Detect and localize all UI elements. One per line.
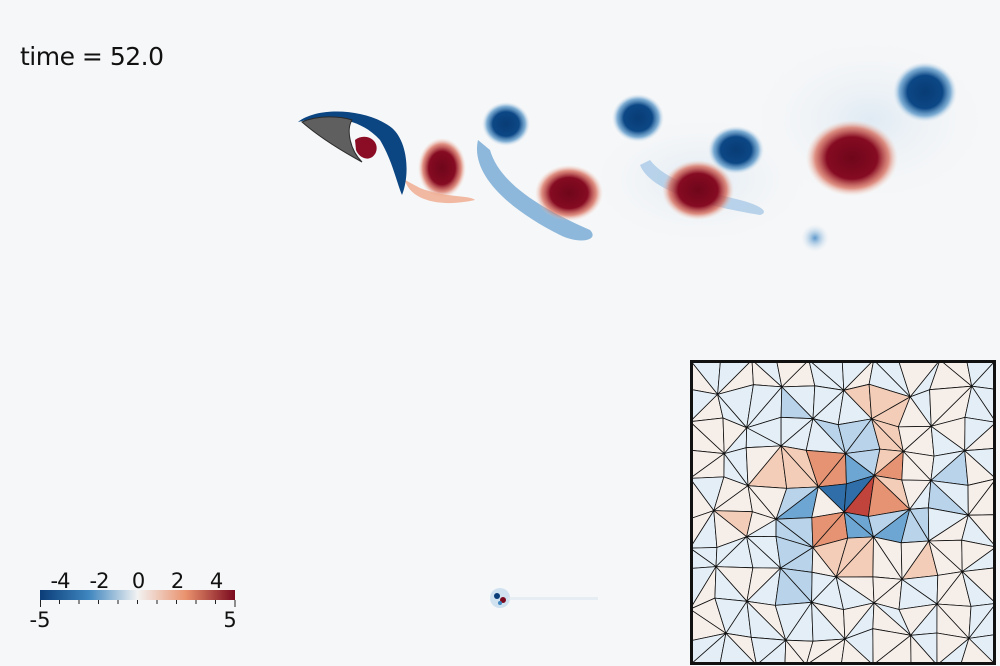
colorbar-min-label: -5 — [29, 608, 51, 632]
colorbar-strip — [40, 590, 235, 600]
colorbar-tick-label: 2 — [170, 569, 184, 593]
vortex-positive — [662, 160, 734, 220]
mesh-triangle — [840, 638, 874, 665]
colorbar-tick-label: 4 — [209, 569, 223, 593]
vortex-positive — [806, 120, 898, 196]
vortex-positive — [535, 165, 603, 221]
vortex-negative — [801, 224, 829, 252]
vortex-negative — [893, 62, 957, 122]
time-label: time = 52.0 — [20, 42, 164, 71]
mesh-triangle — [784, 639, 807, 665]
shear-layer-red — [405, 180, 475, 204]
vortex-negative — [482, 102, 530, 146]
colorbar-ticks — [40, 600, 236, 607]
shear-layer-blue — [476, 140, 593, 241]
mesh-triangle — [910, 634, 938, 665]
colorbar-tick-label: -2 — [89, 569, 110, 593]
mesh-triangle — [960, 637, 996, 665]
colorbar-tick-label: 0 — [131, 569, 145, 593]
mesh-inset — [690, 360, 996, 665]
shear-layer-blue — [640, 160, 764, 215]
airfoil-body — [301, 116, 363, 163]
colorbar-tick-label: -4 — [50, 569, 71, 593]
colorbar-max-label: 5 — [223, 608, 237, 632]
vortex-positive — [418, 138, 466, 198]
vortex-negative — [708, 126, 764, 174]
shear-layer-red — [355, 136, 377, 159]
mesh-triangle — [719, 632, 758, 665]
vortex-negative — [612, 94, 664, 142]
shear-layer-blue — [298, 111, 407, 195]
noise-spot — [490, 588, 598, 608]
